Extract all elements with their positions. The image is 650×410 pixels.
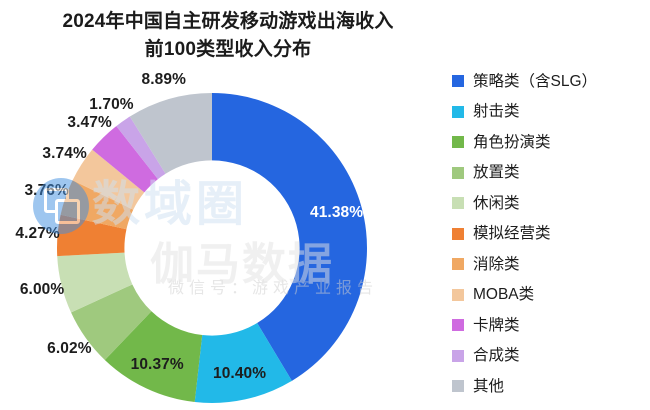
legend-color-swatch (452, 380, 464, 393)
legend-item[interactable]: 策略类（含SLG） (452, 66, 648, 97)
legend-item[interactable]: 合成类 (452, 341, 648, 372)
donut-slice[interactable] (57, 252, 133, 313)
slice-value-label: 3.76% (24, 181, 69, 199)
page-title: 2024年中国自主研发移动游戏出海收入 前100类型收入分布 (18, 8, 438, 63)
donut-svg (57, 93, 367, 403)
donut-chart: 41.38% 10.40% 10.37% 6.02% 6.00% 4.27% 3.76% 3.… (15, 71, 371, 404)
donut-slice[interactable] (212, 93, 367, 381)
legend-item-label: 合成类 (473, 347, 520, 364)
legend-item[interactable]: 模拟经营类 (452, 219, 648, 250)
legend-item[interactable]: 射击类 (452, 97, 648, 128)
legend-item[interactable]: 角色扮演类 (452, 127, 648, 158)
legend-color-swatch (452, 258, 464, 271)
legend-color-swatch (452, 349, 464, 362)
legend-item[interactable]: 消除类 (452, 249, 648, 280)
slice-value-label: 4.27% (15, 224, 60, 242)
legend-color-swatch (452, 319, 464, 332)
legend-item-label: MOBA类 (473, 286, 535, 303)
slice-value-label: 10.37% (130, 356, 184, 374)
title-line-2: 前100类型收入分布 (144, 38, 312, 60)
legend-color-swatch (452, 227, 464, 240)
donut-slice[interactable] (72, 149, 145, 210)
legend-item-label: 休闲类 (473, 194, 520, 212)
legend-item-label: 放置类 (473, 164, 520, 181)
legend-item-label: 策略类（含SLG） (473, 72, 598, 90)
donut-slice[interactable] (104, 311, 203, 403)
legend-item-label: 消除类 (473, 255, 520, 273)
legend-item-label: 模拟经营类 (473, 225, 551, 242)
legend-item-label: 射击类 (473, 103, 520, 120)
legend-color-swatch (452, 166, 464, 179)
legend-item[interactable]: 放置类 (452, 158, 648, 189)
slice-value-label: 3.47% (67, 113, 112, 131)
legend-item-label: 卡牌类 (473, 316, 520, 334)
donut-slice[interactable] (92, 126, 158, 193)
legend-item[interactable]: 卡牌类 (452, 310, 648, 341)
slice-value-label: 8.89% (141, 70, 186, 88)
legend-item-label: 其他 (473, 377, 505, 395)
slice-value-label: 1.70% (89, 95, 134, 113)
legend-color-swatch (452, 197, 464, 210)
legend-item[interactable]: 其他 (452, 371, 648, 402)
legend-color-swatch (452, 75, 464, 88)
slice-value-label: 10.40% (212, 365, 267, 383)
chart-legend: 策略类（含SLG） 射击类角色扮演类放置类休闲类模拟经营类消除类 MOBA类卡牌类合… (452, 66, 648, 402)
donut-slice[interactable] (116, 116, 166, 180)
legend-item[interactable]: 休闲类 (452, 188, 648, 219)
slice-value-label: 41.38% (309, 204, 364, 222)
legend-item[interactable]: MOBA类 (452, 280, 648, 311)
slice-value-label: 6.02% (47, 340, 92, 358)
legend-color-swatch (452, 136, 464, 149)
donut-slice[interactable] (129, 93, 212, 174)
donut-slice[interactable] (71, 284, 152, 360)
title-line-1: 2024年中国自主研发移动游戏出海收入 (62, 11, 394, 32)
donut-slice[interactable] (194, 323, 292, 403)
legend-color-swatch (452, 288, 464, 301)
legend-color-swatch (452, 105, 464, 118)
slice-value-label: 6.00% (19, 280, 65, 298)
slice-value-label: 3.74% (42, 144, 87, 162)
donut-slice-group (57, 93, 367, 403)
legend-item-label: 角色扮演类 (473, 133, 551, 151)
